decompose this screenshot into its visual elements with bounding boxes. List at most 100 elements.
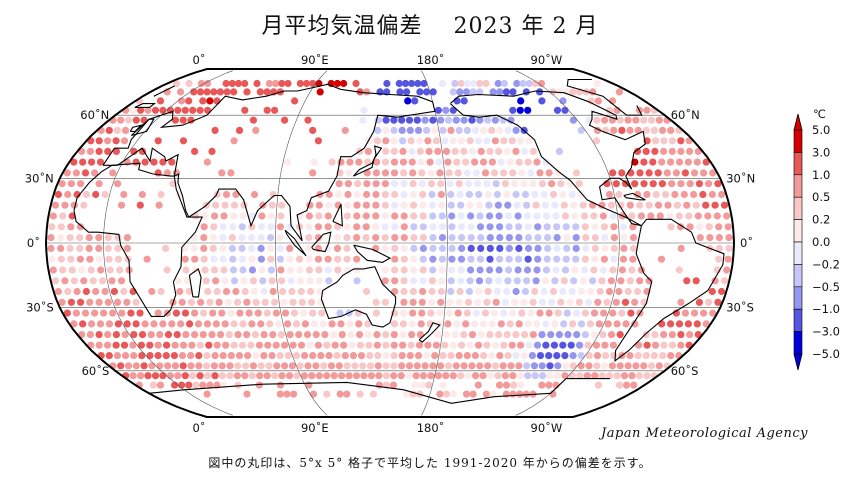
anomaly-dot <box>305 266 313 274</box>
anomaly-dot <box>570 201 578 209</box>
anomaly-dot <box>123 320 131 328</box>
anomaly-dot <box>222 341 230 349</box>
anomaly-dot <box>215 298 223 306</box>
anomaly-dot <box>451 79 459 88</box>
anomaly-dot <box>651 147 659 155</box>
anomaly-dot <box>439 352 447 360</box>
anomaly-dot <box>105 255 113 263</box>
anomaly-dot <box>117 277 126 285</box>
anomaly-dot <box>446 180 454 188</box>
legend-swatch <box>793 219 803 243</box>
anomaly-dot <box>711 277 719 285</box>
legend-unit: ℃ <box>813 107 826 121</box>
coastline-path <box>449 90 646 227</box>
anomaly-dot <box>289 298 297 306</box>
anomaly-dot <box>572 223 580 231</box>
anomaly-dot <box>410 201 418 209</box>
anomaly-dot <box>484 362 492 370</box>
anomaly-dot <box>171 116 179 124</box>
anomaly-dot <box>179 341 188 349</box>
anomaly-dot <box>453 320 461 328</box>
anomaly-dot <box>356 331 364 339</box>
anomaly-dot <box>469 79 478 88</box>
anomaly-dot <box>391 277 399 285</box>
anomaly-dot <box>252 298 260 306</box>
anomaly-dot <box>429 255 437 263</box>
anomaly-dot <box>457 372 465 380</box>
anomaly-dot <box>564 331 572 339</box>
anomaly-dot <box>427 309 435 317</box>
anomaly-dot <box>301 320 309 328</box>
anomaly-dot <box>513 201 521 209</box>
anomaly-dot <box>581 255 589 263</box>
anomaly-dot <box>280 298 288 306</box>
coastline-path <box>284 229 307 257</box>
anomaly-dot <box>529 298 537 306</box>
anomaly-dot <box>542 158 550 166</box>
anomaly-dot <box>515 234 523 242</box>
anomaly-dot <box>424 341 432 349</box>
anomaly-dot <box>104 147 112 155</box>
anomaly-dot <box>210 266 219 274</box>
anomaly-dot <box>382 352 390 360</box>
anomaly-dot <box>168 320 176 328</box>
anomaly-dot <box>261 298 269 306</box>
anomaly-dot <box>314 137 322 145</box>
anomaly-dot <box>100 309 108 317</box>
anomaly-dot <box>63 169 71 177</box>
anomaly-dot <box>594 381 603 389</box>
anomaly-dot <box>485 277 493 285</box>
anomaly-dot <box>660 331 668 339</box>
anomaly-dot <box>155 201 163 209</box>
anomaly-dot <box>434 147 442 155</box>
anomaly-dot <box>436 390 444 398</box>
anomaly-dot <box>677 298 685 306</box>
anomaly-dot <box>493 287 501 296</box>
anomaly-dot <box>256 88 264 96</box>
anomaly-dot <box>579 277 587 285</box>
coastline-path <box>129 124 143 132</box>
anomaly-dot <box>419 277 427 285</box>
anomaly-dot <box>173 331 181 339</box>
anomaly-dot <box>186 320 194 328</box>
anomaly-dot <box>101 287 109 296</box>
right-lat-label: 30˚S <box>726 300 754 315</box>
anomaly-dot <box>516 106 524 114</box>
anomaly-dot <box>222 287 231 296</box>
anomaly-dot <box>411 381 419 389</box>
anomaly-dot <box>54 190 63 199</box>
anomaly-dot <box>553 255 561 263</box>
anomaly-dot <box>239 212 247 220</box>
anomaly-dot <box>684 320 693 328</box>
anomaly-dot <box>429 362 437 370</box>
anomaly-dot <box>681 309 690 317</box>
anomaly-dot <box>427 169 435 177</box>
anomaly-dot <box>112 331 120 339</box>
anomaly-dot <box>381 277 389 285</box>
anomaly-dot <box>138 352 146 360</box>
anomaly-dot <box>189 106 197 114</box>
anomaly-dot <box>528 352 537 360</box>
anomaly-dot <box>187 298 195 306</box>
anomaly-dot <box>525 79 533 88</box>
anomaly-dot <box>529 331 537 339</box>
anomaly-dot <box>667 352 675 360</box>
anomaly-dot <box>530 362 539 370</box>
anomaly-dot <box>105 126 113 134</box>
anomaly-dot <box>447 277 455 285</box>
anomaly-dot <box>700 169 708 177</box>
anomaly-dot <box>636 277 644 285</box>
anomaly-dot <box>486 255 494 263</box>
anomaly-dot <box>269 190 277 199</box>
anomaly-dot <box>76 255 84 263</box>
anomaly-dot <box>219 244 227 252</box>
anomaly-dot <box>627 309 635 317</box>
anomaly-dot <box>494 372 502 380</box>
anomaly-dot <box>104 234 112 242</box>
anomaly-dot <box>253 79 261 88</box>
anomaly-dot <box>205 341 213 349</box>
anomaly-dot <box>114 180 122 188</box>
anomaly-dot <box>85 234 93 242</box>
anomaly-dot <box>504 126 512 134</box>
anomaly-dot <box>390 158 399 166</box>
